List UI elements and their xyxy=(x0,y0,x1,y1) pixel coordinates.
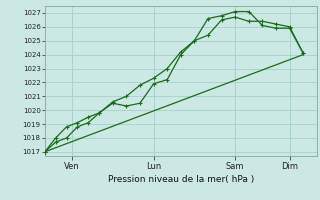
X-axis label: Pression niveau de la mer( hPa ): Pression niveau de la mer( hPa ) xyxy=(108,175,254,184)
